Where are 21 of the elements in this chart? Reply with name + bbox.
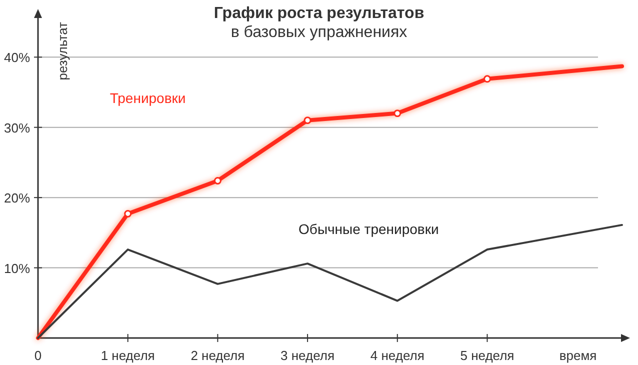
y-tick-label: 30%: [4, 120, 30, 136]
y-tick-label: 20%: [4, 190, 30, 206]
y-axis-title: результат: [55, 22, 70, 80]
point: [304, 116, 312, 124]
point: [483, 75, 491, 83]
point: [124, 210, 132, 218]
x-tick-label: 1 неделя: [100, 348, 155, 363]
text: в базовых упражнениях: [230, 24, 408, 41]
x-axis-title: время: [559, 348, 597, 363]
y-tick-label: 10%: [4, 260, 30, 276]
y-tick-label: 40%: [4, 50, 30, 66]
x-tick-label: 5 неделя: [460, 348, 514, 363]
x-tick-label: 4 неделя: [370, 348, 424, 363]
text: Тренировки: [110, 90, 186, 106]
point: [394, 110, 402, 118]
x-tick-label: 2 неделя: [190, 348, 245, 363]
chart-title: График роста результатов: [214, 5, 424, 22]
x-tick-label: 3 неделя: [280, 348, 335, 363]
series-label: Обычные тренировки: [298, 221, 439, 238]
x-tick-label: 0: [34, 348, 42, 363]
point: [214, 176, 222, 184]
